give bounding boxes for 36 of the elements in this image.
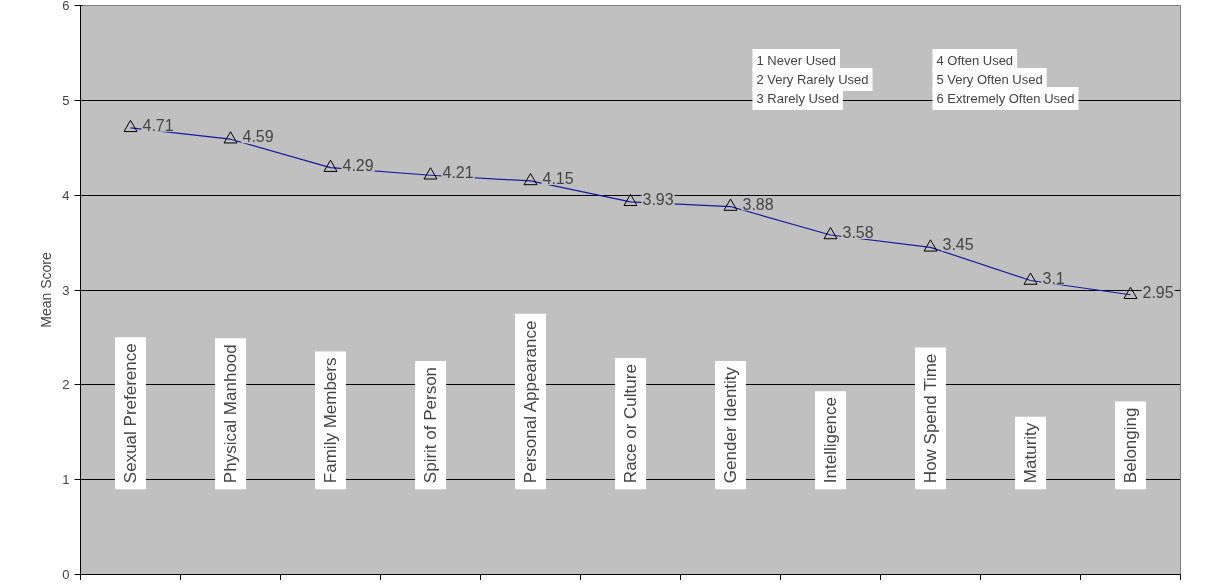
- x-tick-label: Spirit of Person: [421, 366, 440, 484]
- data-label: 4.29: [342, 156, 374, 174]
- annotation: 2 Very Rarely Used: [756, 71, 869, 87]
- y-tick-label: 1: [62, 472, 70, 488]
- x-tick-label: Family Members: [321, 357, 340, 484]
- data-label: 3.58: [842, 224, 874, 241]
- x-tick-label: Gender Identity: [721, 366, 740, 484]
- data-label: 3.93: [642, 190, 674, 208]
- annotation: 3 Rarely Used: [756, 90, 839, 106]
- annotation: 4 Often Used: [936, 53, 1014, 68]
- x-tick-label: Intelligence: [821, 397, 840, 484]
- y-tick-label: 5: [62, 92, 70, 108]
- data-label: 3.1: [1042, 269, 1065, 287]
- data-label: 3.88: [742, 195, 774, 213]
- annotation: 6 Extremely Often Used: [936, 90, 1075, 106]
- data-label: 4.71: [142, 116, 174, 134]
- y-tick-label: 4: [62, 187, 70, 203]
- x-tick-label: Personal Appearance: [521, 320, 540, 484]
- data-label: 4.15: [542, 169, 574, 187]
- y-tick-label: 6: [62, 0, 70, 13]
- y-axis-title: Mean Score: [38, 252, 55, 328]
- data-label: 4.21: [442, 164, 474, 182]
- x-tick-label: Physical Manhood: [221, 344, 240, 484]
- y-tick-label: 3: [62, 282, 70, 298]
- x-tick-label: Race or Culture: [621, 364, 640, 484]
- data-label: 4.59: [242, 128, 274, 146]
- annotation: 5 Very Often Used: [936, 71, 1043, 87]
- x-tick-label: Sexual Preference: [121, 343, 140, 484]
- y-tick-label: 2: [62, 377, 70, 393]
- data-label: 2.95: [1142, 283, 1174, 301]
- x-tick-label: Belonging: [1121, 407, 1140, 484]
- annotation: 1 Never Used: [756, 53, 836, 68]
- y-tick-label: 0: [62, 567, 70, 582]
- x-tick-label: How Spend Time: [921, 353, 940, 484]
- x-tick-label: Maturity: [1021, 422, 1040, 484]
- data-label: 3.45: [942, 236, 974, 254]
